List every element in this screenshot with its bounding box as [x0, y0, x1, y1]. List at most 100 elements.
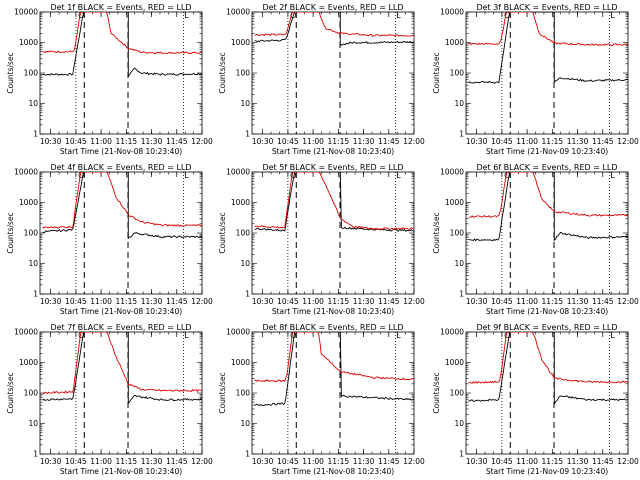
- y-tick-label: 1000: [19, 38, 38, 47]
- detector-panel-4: 1 10 100 1000 10000 10:30 10:45 11:00 11:15 11:30…: [6, 163, 213, 316]
- y-tick-label: 10: [454, 419, 464, 428]
- detector-panel-9: 1 10 100 1000 10000 10:30 10:45 11:00 11:15 11:30…: [432, 323, 639, 476]
- top-marker-label-l: L: [396, 171, 401, 180]
- lld-series-line: [42, 172, 202, 229]
- y-tick-label: 1000: [19, 358, 38, 367]
- y-tick-label: 10000: [226, 8, 250, 17]
- x-tick-label: 12:00: [191, 457, 213, 466]
- x-tick-label: 11:45: [592, 297, 614, 306]
- panel-title: Det 6f BLACK = Events, RED = LLD: [476, 163, 617, 172]
- events-series-line: [42, 172, 202, 240]
- lld-series-line: [42, 332, 202, 395]
- x-axis-label: Start Time (21-Nov-09 10:23:40): [486, 467, 608, 476]
- x-axis-label: Start Time (21-Nov-08 10:23:40): [272, 307, 394, 316]
- x-tick-label: 11:45: [378, 297, 400, 306]
- y-tick-label: 10: [240, 419, 250, 428]
- y-tick-label: 100: [236, 229, 251, 238]
- x-axis-label: Start Time (21-Nov-08 10:23:40): [60, 467, 182, 476]
- x-tick-label: 11:30: [567, 297, 589, 306]
- y-tick-label: 1000: [19, 198, 38, 207]
- x-tick-label: 11:30: [141, 457, 163, 466]
- top-marker-label-l: L: [610, 171, 615, 180]
- x-tick-label: 11:15: [328, 457, 350, 466]
- y-tick-label: 1000: [445, 38, 464, 47]
- x-tick-label: 11:15: [542, 137, 564, 146]
- y-tick-label: 10: [240, 259, 250, 268]
- y-tick-label: 100: [24, 389, 39, 398]
- x-tick-label: 11:00: [90, 457, 112, 466]
- x-tick-label: 10:30: [252, 457, 274, 466]
- x-tick-label: 10:30: [40, 457, 62, 466]
- top-marker-label-o: O: [78, 331, 84, 340]
- x-tick-label: 11:15: [328, 297, 350, 306]
- plot-frame: [39, 171, 203, 295]
- y-tick-label: 1: [33, 450, 38, 459]
- plot-frame: [465, 331, 629, 455]
- y-axis-label: Counts/sec: [432, 372, 441, 413]
- y-tick-label: 1: [459, 450, 464, 459]
- panel-title: Det 5f BLACK = Events, RED = LLD: [262, 163, 403, 172]
- y-tick-label: 10: [240, 99, 250, 108]
- x-tick-label: 12:00: [617, 297, 639, 306]
- x-tick-label: 12:00: [403, 137, 425, 146]
- x-tick-label: 10:45: [277, 137, 299, 146]
- plot-frame: [465, 171, 629, 295]
- detector-panel-5: 1 10 100 1000 10000 10:30 10:45 11:00 11:15 11:30…: [218, 163, 425, 316]
- x-tick-label: 10:45: [491, 137, 513, 146]
- x-axis-label: Start Time (21-Nov-08 10:23:40): [60, 307, 182, 316]
- y-tick-label: 10000: [226, 328, 250, 337]
- lld-series-line: [254, 172, 414, 231]
- x-tick-label: 12:00: [403, 457, 425, 466]
- x-tick-label: 11:00: [302, 137, 324, 146]
- y-axis-label: Counts/sec: [6, 52, 15, 93]
- y-tick-label: 100: [450, 69, 465, 78]
- lld-series-line: [468, 12, 628, 47]
- events-series-line: [42, 12, 202, 78]
- detector-panel-1: 1 10 100 1000 10000 10:30 10:45 11:00 11:15 11:30…: [6, 3, 213, 156]
- x-axis-label: Start Time (21-Nov-09 10:23:40): [486, 147, 608, 156]
- x-tick-label: 11:00: [516, 457, 538, 466]
- x-tick-label: 11:45: [378, 457, 400, 466]
- top-marker-label-l: L: [396, 331, 401, 340]
- x-tick-label: 10:30: [466, 137, 488, 146]
- y-tick-label: 10: [454, 259, 464, 268]
- top-marker-label-o: O: [504, 171, 510, 180]
- y-tick-label: 1: [245, 130, 250, 139]
- x-tick-label: 10:30: [252, 137, 274, 146]
- plot-frame: [39, 11, 203, 135]
- y-axis-label: Counts/sec: [218, 52, 227, 93]
- y-tick-label: 100: [450, 229, 465, 238]
- x-axis-label: Start Time (21-Nov-08 10:23:40): [272, 147, 394, 156]
- y-axis-label: Counts/sec: [6, 372, 15, 413]
- y-tick-label: 10000: [14, 8, 38, 17]
- panel-title: Det 3f BLACK = Events, RED = LLD: [476, 3, 617, 12]
- x-tick-label: 10:30: [466, 297, 488, 306]
- lld-series-line: [254, 332, 414, 383]
- x-tick-label: 11:15: [116, 297, 138, 306]
- x-tick-label: 11:00: [90, 297, 112, 306]
- lld-series-line: [468, 332, 628, 384]
- x-tick-label: 11:30: [353, 457, 375, 466]
- top-marker-label-o: O: [290, 171, 296, 180]
- top-marker-label-l: L: [610, 331, 615, 340]
- detector-panel-2: 1 10 100 1000 10000 10:30 10:45 11:00 11:15 11:30…: [218, 3, 425, 156]
- x-tick-label: 11:45: [166, 457, 188, 466]
- x-tick-label: 11:30: [141, 137, 163, 146]
- x-tick-label: 12:00: [617, 457, 639, 466]
- events-series-line: [254, 172, 414, 232]
- y-axis-label: Counts/sec: [432, 212, 441, 253]
- y-tick-label: 10000: [14, 168, 38, 177]
- top-marker-label-o: O: [78, 11, 84, 20]
- x-tick-label: 11:15: [328, 137, 350, 146]
- x-tick-label: 11:30: [567, 457, 589, 466]
- x-tick-label: 11:30: [141, 297, 163, 306]
- x-tick-label: 11:45: [166, 297, 188, 306]
- y-tick-label: 10: [28, 419, 38, 428]
- events-series-line: [42, 332, 202, 405]
- lld-series-line: [468, 172, 628, 218]
- plot-frame: [251, 171, 415, 295]
- y-tick-label: 1000: [445, 358, 464, 367]
- plot-frame: [465, 11, 629, 135]
- top-marker-label-o: O: [78, 171, 84, 180]
